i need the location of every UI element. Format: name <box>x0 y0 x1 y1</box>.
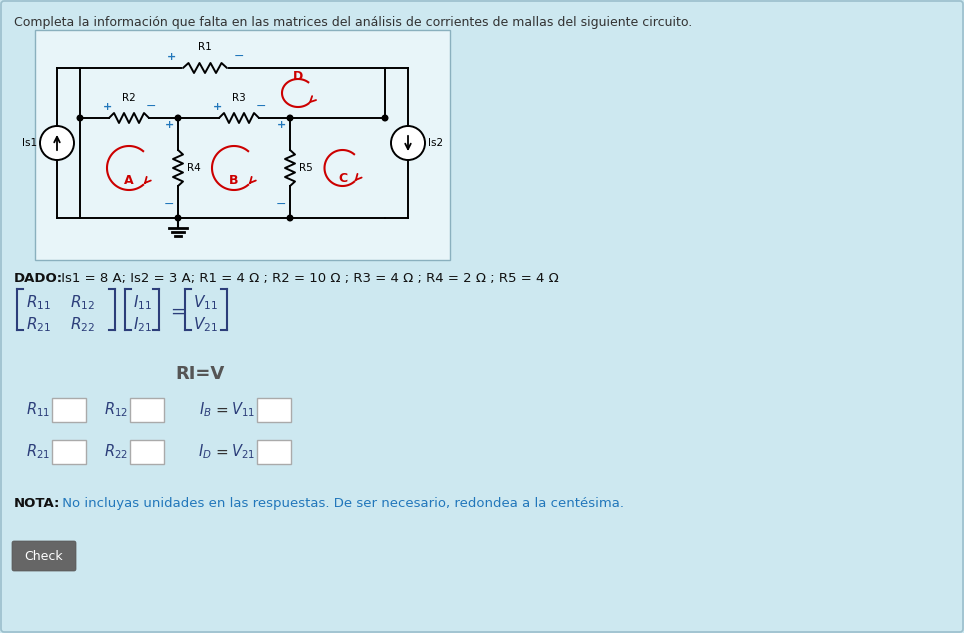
Text: $R_{11}$: $R_{11}$ <box>26 401 50 419</box>
Text: B: B <box>229 173 239 187</box>
Text: $R_{12}$: $R_{12}$ <box>104 401 128 419</box>
Text: −: − <box>255 100 266 113</box>
FancyBboxPatch shape <box>12 541 76 571</box>
Text: −: − <box>276 198 286 211</box>
Circle shape <box>391 126 425 160</box>
Text: $R_{12}$: $R_{12}$ <box>70 293 95 311</box>
Text: =: = <box>216 444 228 460</box>
Text: $I_D$: $I_D$ <box>199 442 212 461</box>
FancyBboxPatch shape <box>35 30 450 260</box>
Text: +: + <box>102 102 112 112</box>
Circle shape <box>382 115 388 121</box>
Text: NOTA:: NOTA: <box>14 497 61 510</box>
Text: R1: R1 <box>199 42 212 52</box>
Circle shape <box>40 126 74 160</box>
Text: C: C <box>338 172 347 184</box>
Text: $R_{21}$: $R_{21}$ <box>26 442 50 461</box>
Text: $V_{11}$: $V_{11}$ <box>193 293 218 311</box>
Text: +: + <box>167 52 175 62</box>
Text: R4: R4 <box>187 163 201 173</box>
Text: Check: Check <box>25 549 64 563</box>
Text: $R_{11}$: $R_{11}$ <box>26 293 51 311</box>
FancyBboxPatch shape <box>52 440 86 464</box>
Text: Is2: Is2 <box>428 138 443 148</box>
Text: R5: R5 <box>299 163 312 173</box>
Text: R3: R3 <box>232 93 246 103</box>
Text: $V_{21}$: $V_{21}$ <box>193 315 218 334</box>
FancyBboxPatch shape <box>257 398 291 422</box>
Text: $I_{11}$: $I_{11}$ <box>133 293 152 311</box>
Text: +: + <box>277 120 285 130</box>
Text: A: A <box>124 173 134 187</box>
FancyBboxPatch shape <box>130 440 164 464</box>
Text: $I_B$: $I_B$ <box>199 401 211 419</box>
Text: +: + <box>165 120 174 130</box>
Text: DADO:: DADO: <box>14 272 63 285</box>
FancyBboxPatch shape <box>257 440 291 464</box>
Text: $R_{22}$: $R_{22}$ <box>70 315 95 334</box>
Text: −: − <box>164 198 174 211</box>
Text: No incluyas unidades en las respuestas. De ser necesario, redondea a la centésim: No incluyas unidades en las respuestas. … <box>58 497 624 510</box>
Circle shape <box>77 115 83 121</box>
Text: RI=V: RI=V <box>175 365 225 383</box>
Text: Completa la información que falta en las matrices del análisis de corrientes de : Completa la información que falta en las… <box>14 16 692 29</box>
Text: $V_{21}$: $V_{21}$ <box>231 442 255 461</box>
Text: −: − <box>233 50 244 63</box>
Text: =: = <box>216 403 228 418</box>
Text: D: D <box>293 70 303 84</box>
FancyBboxPatch shape <box>130 398 164 422</box>
Text: R2: R2 <box>122 93 136 103</box>
Text: $I_{21}$: $I_{21}$ <box>133 315 152 334</box>
Text: $R_{22}$: $R_{22}$ <box>104 442 128 461</box>
FancyBboxPatch shape <box>52 398 86 422</box>
Text: =: = <box>170 303 185 320</box>
Text: Is1: Is1 <box>22 138 37 148</box>
Circle shape <box>175 215 181 221</box>
Circle shape <box>175 115 181 121</box>
Text: −: − <box>146 100 156 113</box>
Text: Is1 = 8 A; Is2 = 3 A; R1 = 4 Ω ; R2 = 10 Ω ; R3 = 4 Ω ; R4 = 2 Ω ; R5 = 4 Ω: Is1 = 8 A; Is2 = 3 A; R1 = 4 Ω ; R2 = 10… <box>57 272 559 285</box>
Circle shape <box>287 115 293 121</box>
Circle shape <box>287 215 293 221</box>
Text: $V_{11}$: $V_{11}$ <box>231 401 255 419</box>
Text: $R_{21}$: $R_{21}$ <box>26 315 51 334</box>
Text: +: + <box>212 102 222 112</box>
